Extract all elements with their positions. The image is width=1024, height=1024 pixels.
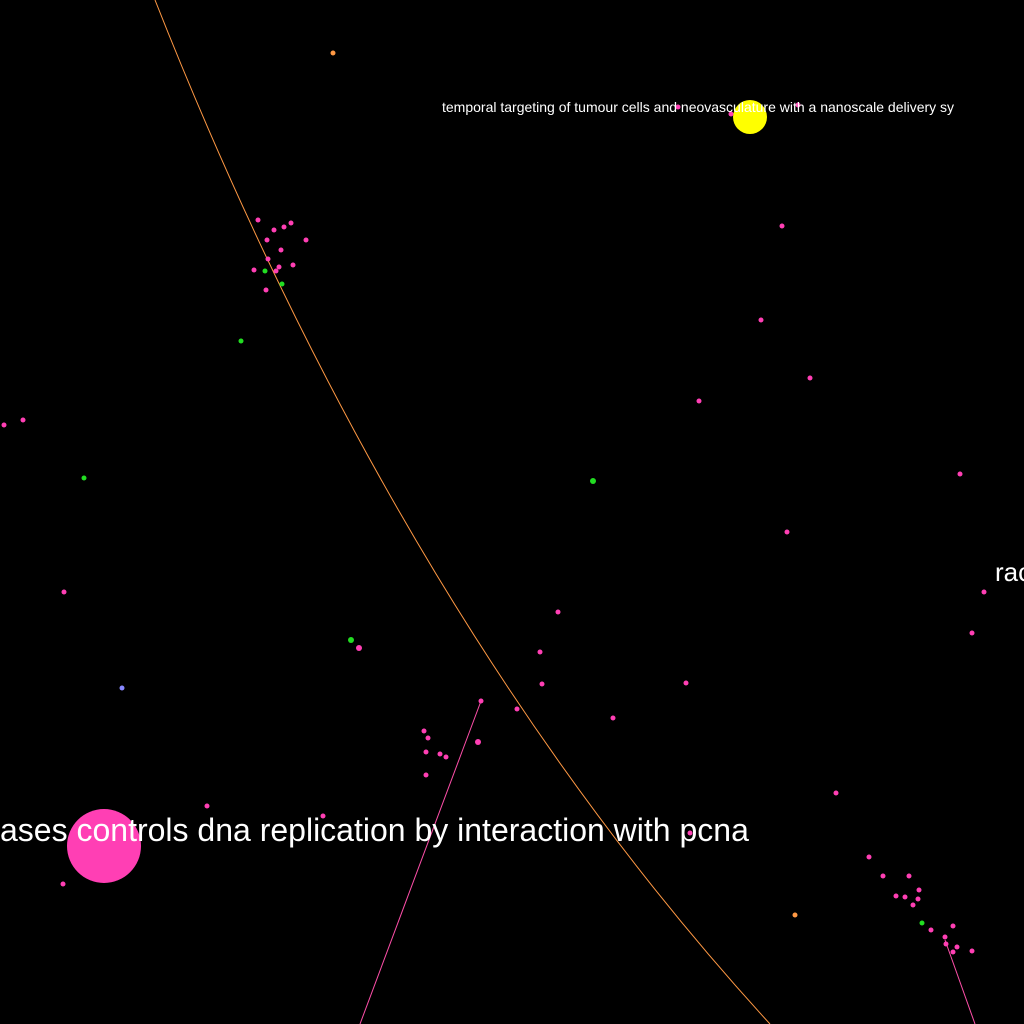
magenta-node[interactable] [910, 902, 916, 908]
magenta-node[interactable] [943, 941, 949, 947]
magenta-node[interactable] [539, 681, 545, 687]
magenta-node[interactable] [916, 887, 922, 893]
magenta-node[interactable] [425, 735, 431, 741]
green-node[interactable] [590, 478, 596, 484]
magenta-node[interactable] [807, 375, 813, 381]
paper-label-right[interactable]: rac [995, 557, 1024, 587]
magenta-node[interactable] [20, 417, 26, 423]
green-node[interactable] [238, 338, 244, 344]
magenta-node[interactable] [278, 247, 284, 253]
magenta-node[interactable] [264, 237, 270, 243]
magenta-node[interactable] [880, 873, 886, 879]
magenta-node[interactable] [866, 854, 872, 860]
magenta-node[interactable] [683, 680, 689, 686]
magenta-node[interactable] [356, 645, 362, 651]
magenta-node[interactable] [303, 237, 309, 243]
magenta-node[interactable] [1, 422, 7, 428]
magenta-node[interactable] [421, 728, 427, 734]
magenta-node[interactable] [61, 589, 67, 595]
green-node[interactable] [348, 637, 354, 643]
magenta-node[interactable] [902, 894, 908, 900]
magenta-node[interactable] [696, 398, 702, 404]
magenta-node[interactable] [795, 102, 801, 108]
magenta-node[interactable] [957, 471, 963, 477]
magenta-node[interactable] [273, 268, 279, 274]
edge-pink-right [944, 939, 976, 1024]
green-node[interactable] [81, 475, 87, 481]
magenta-node[interactable] [969, 948, 975, 954]
magenta-node[interactable] [954, 944, 960, 950]
small-nodes-group [1, 50, 987, 955]
magenta-node[interactable] [675, 104, 681, 110]
edge-orange [154, 0, 771, 1024]
edge-pink-left [359, 700, 482, 1024]
magenta-node[interactable] [969, 630, 975, 636]
magenta-node[interactable] [915, 896, 921, 902]
magenta-node[interactable] [443, 754, 449, 760]
magenta-node[interactable] [281, 224, 287, 230]
large-node-magenta[interactable] [67, 809, 141, 883]
magenta-node[interactable] [928, 927, 934, 933]
magenta-node[interactable] [758, 317, 764, 323]
magenta-node[interactable] [942, 934, 948, 940]
magenta-node[interactable] [906, 873, 912, 879]
magenta-node[interactable] [478, 698, 484, 704]
magenta-node[interactable] [263, 287, 269, 293]
orange-node[interactable] [792, 912, 798, 918]
magenta-node[interactable] [981, 589, 987, 595]
magenta-node[interactable] [893, 893, 899, 899]
magenta-node[interactable] [950, 949, 956, 955]
magenta-node[interactable] [255, 217, 261, 223]
magenta-node[interactable] [833, 790, 839, 796]
magenta-node[interactable] [265, 256, 271, 262]
magenta-node[interactable] [555, 609, 561, 615]
magenta-node[interactable] [251, 267, 257, 273]
magenta-node[interactable] [437, 751, 443, 757]
paper-label-top[interactable]: temporal targeting of tumour cells and n… [442, 99, 954, 115]
paper-label-bottom[interactable]: ases controls dna replication by interac… [0, 812, 749, 848]
green-node[interactable] [279, 281, 285, 287]
magenta-node[interactable] [687, 830, 693, 836]
magenta-node[interactable] [784, 529, 790, 535]
magenta-node[interactable] [950, 923, 956, 929]
orange-node[interactable] [330, 50, 336, 56]
large-node-yellow[interactable] [733, 100, 767, 134]
magenta-node[interactable] [610, 715, 616, 721]
magenta-node[interactable] [423, 772, 429, 778]
magenta-node[interactable] [475, 739, 481, 745]
magenta-node[interactable] [204, 803, 210, 809]
magenta-node[interactable] [514, 706, 520, 712]
magenta-node[interactable] [320, 813, 326, 819]
magenta-node[interactable] [779, 223, 785, 229]
green-node[interactable] [919, 920, 925, 926]
magenta-node[interactable] [288, 220, 294, 226]
magenta-node[interactable] [423, 749, 429, 755]
blue-node[interactable] [119, 685, 125, 691]
magenta-node[interactable] [537, 649, 543, 655]
magenta-node[interactable] [728, 111, 734, 117]
magenta-node[interactable] [271, 227, 277, 233]
green-node[interactable] [262, 268, 268, 274]
magenta-node[interactable] [276, 264, 282, 270]
magenta-node[interactable] [290, 262, 296, 268]
magenta-node[interactable] [60, 881, 66, 887]
